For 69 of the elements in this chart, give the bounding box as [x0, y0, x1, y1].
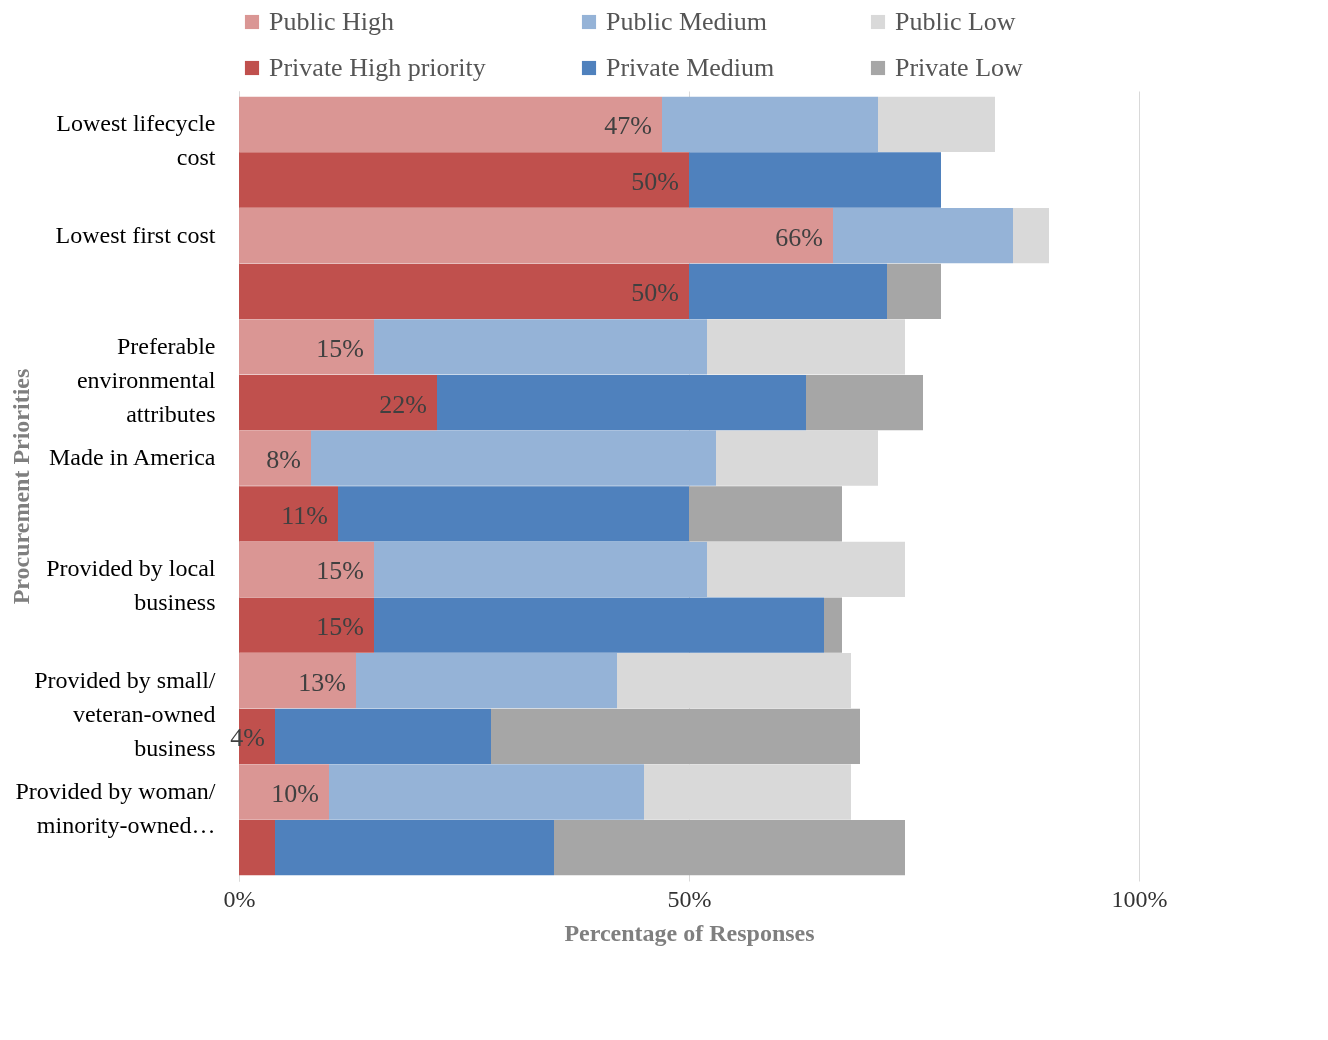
- bar: [239, 96, 662, 153]
- bar: [878, 96, 995, 153]
- y-tick-label: Provided by woman/ minority-owned…: [15, 777, 216, 838]
- bar: [833, 208, 1013, 264]
- data-label: 15%: [316, 612, 364, 642]
- bar: [689, 486, 842, 542]
- bar: [689, 152, 941, 208]
- data-label: 13%: [298, 667, 346, 697]
- y-tick-label: Made in America: [48, 444, 216, 471]
- bar: [239, 764, 329, 820]
- bar: [356, 653, 617, 709]
- bar: [644, 764, 851, 820]
- data-label: 11%: [281, 500, 328, 530]
- bar: [662, 96, 878, 153]
- data-label: 15%: [316, 556, 364, 586]
- bar: [491, 708, 860, 764]
- data-label: 47%: [604, 111, 652, 141]
- bar: [239, 653, 356, 709]
- bar: [239, 319, 374, 375]
- bar: [887, 263, 941, 319]
- bar: [239, 486, 338, 542]
- data-label: 10%: [271, 778, 319, 808]
- data-label: 66%: [775, 222, 823, 252]
- legend-label: Private High priority: [269, 53, 486, 82]
- bar: [716, 430, 878, 486]
- bar: [239, 597, 374, 653]
- data-label: 50%: [631, 167, 679, 197]
- bar: [1013, 208, 1049, 264]
- x-tick-label: 0%: [223, 885, 256, 912]
- bar: [239, 819, 275, 876]
- bar: [824, 597, 842, 653]
- bar: [239, 152, 689, 208]
- bar: [437, 374, 806, 431]
- bar: [338, 486, 689, 542]
- y-tick-label: Lowest lifecycle cost: [56, 110, 216, 171]
- bar: [239, 430, 311, 486]
- bar: [239, 541, 374, 598]
- legend-label: Private Medium: [606, 53, 775, 82]
- y-axis-title: Procurement Priorities: [7, 368, 34, 605]
- y-tick-label: Preferable environmental attributes: [76, 332, 216, 427]
- bar: [311, 430, 716, 486]
- y-tick-label: Provided by small/ veteran-owned business: [34, 666, 216, 761]
- x-axis-title: Percentage of Responses: [564, 919, 815, 946]
- y-tick-label: Lowest first cost: [55, 221, 216, 248]
- data-label: 15%: [316, 333, 364, 363]
- bar: [275, 819, 554, 876]
- bar: [374, 319, 707, 375]
- bar: [707, 319, 905, 375]
- bar: [239, 263, 689, 319]
- bar: [707, 541, 905, 598]
- data-label: 22%: [379, 389, 427, 419]
- bar: [275, 708, 491, 764]
- legend-label: Private Low: [895, 53, 1024, 82]
- bar: [554, 819, 905, 876]
- bar: [689, 263, 887, 319]
- legend-label: Public Low: [895, 7, 1016, 36]
- data-label: 8%: [266, 445, 301, 475]
- bar: [806, 374, 923, 431]
- bar: [239, 374, 437, 431]
- x-tick-label: 100%: [1111, 885, 1168, 912]
- legend-label: Public Medium: [606, 7, 768, 36]
- bar: [329, 764, 644, 820]
- bar: [374, 597, 824, 653]
- y-tick-label: Provided by local business: [46, 555, 216, 616]
- bar: [374, 541, 707, 598]
- legend-label: Public High: [269, 7, 394, 36]
- bar: [239, 208, 833, 264]
- data-label: 50%: [631, 278, 679, 308]
- x-tick-label: 50%: [667, 885, 712, 912]
